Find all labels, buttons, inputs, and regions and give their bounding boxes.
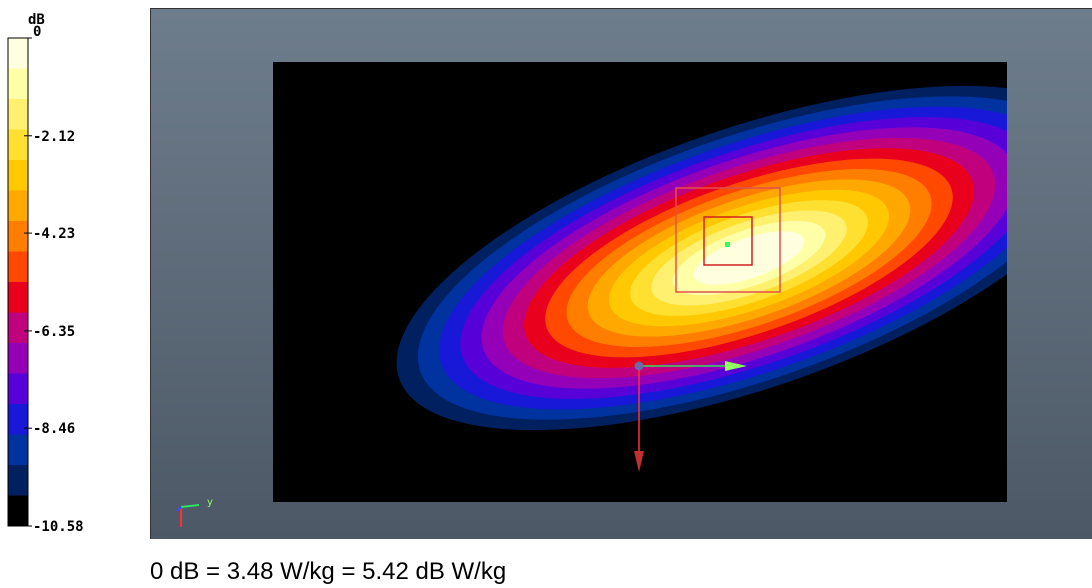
colorbar-band — [8, 282, 28, 313]
colorbar-band — [8, 465, 28, 496]
axis-origin — [634, 361, 644, 371]
colorbar-band — [8, 343, 28, 374]
colorbar-ticks: 0 -2.12 -4.23 -6.35 -8.46 -10.58 — [24, 24, 84, 535]
colorbar-band — [8, 190, 28, 222]
colorbar-band — [8, 221, 28, 252]
colorbar-band — [8, 160, 28, 191]
peak-marker — [725, 242, 730, 247]
colorbar-band — [8, 404, 28, 435]
triad-y-label: y — [207, 497, 213, 508]
colorbar-band — [8, 495, 28, 527]
plot-area[interactable] — [273, 62, 1007, 502]
colorbar-band — [8, 312, 28, 344]
colorbar-tick-label: -4.23 — [33, 226, 75, 242]
colorbar-tick-label: -10.58 — [33, 519, 84, 535]
colorbar-band — [8, 434, 28, 466]
colorbar-tick-label: 0 — [33, 24, 41, 40]
colorbar-bands — [8, 38, 28, 527]
colorbar-frame — [7, 37, 29, 527]
colorbar-tick-label: -8.46 — [33, 421, 75, 437]
z-axis-arrowhead — [634, 451, 644, 472]
colorbar-band — [8, 251, 28, 283]
colorbar-band — [8, 373, 28, 405]
colorbar-band — [8, 99, 28, 130]
zoom-scan-box-inner — [703, 216, 753, 266]
sar-distribution-map — [273, 62, 1007, 502]
reference-level-note: 0 dB = 3.48 W/kg = 5.42 dB W/kg — [150, 558, 507, 585]
orientation-triad: y — [176, 497, 213, 527]
colorbar-unit-label: dB — [28, 12, 45, 28]
colorbar-band — [8, 68, 28, 100]
colorbar-tick-label: -6.35 — [33, 324, 75, 340]
y-axis-arrowhead — [725, 361, 747, 371]
colorbar-tick-label: -2.12 — [33, 129, 75, 145]
3d-viewport[interactable]: y — [150, 8, 1092, 539]
colorbar-legend: dB 0 -2.12 -4.23 -6.35 -8.46 -10.58 — [7, 12, 84, 535]
axis-origin-arrows — [634, 361, 747, 472]
colorbar-band — [8, 129, 28, 161]
colorbar-band — [8, 38, 28, 69]
contour-band — [693, 231, 805, 285]
zoom-scan-box-outer — [675, 187, 781, 293]
